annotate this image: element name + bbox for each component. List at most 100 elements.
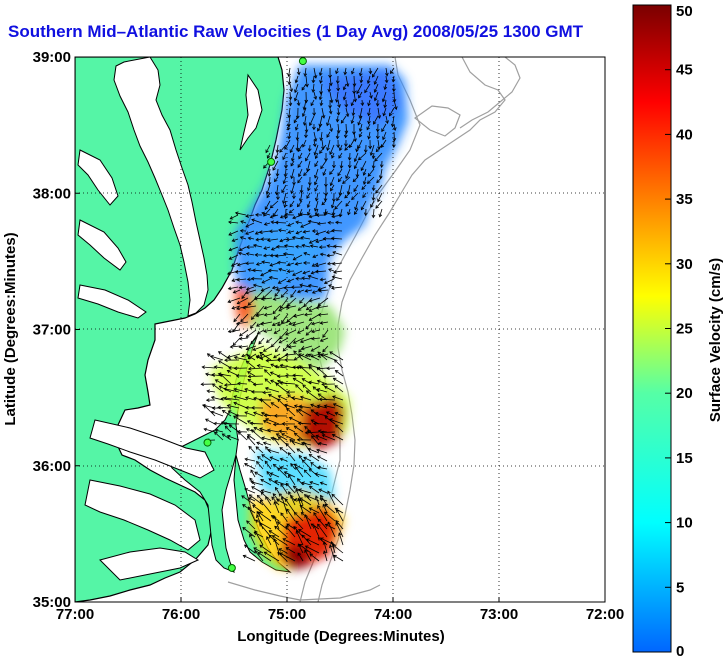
velocity-vector — [281, 496, 288, 514]
velocity-vector-head — [213, 365, 218, 370]
velocity-vector — [312, 75, 315, 83]
velocity-vector — [337, 131, 339, 139]
velocity-vector — [250, 337, 257, 345]
velocity-vector — [255, 313, 265, 317]
velocity-vector-head — [322, 541, 327, 545]
velocity-vector — [257, 329, 265, 335]
velocity-vector-head — [247, 378, 252, 383]
velocity-vector — [329, 123, 333, 132]
velocity-vector-head — [355, 174, 360, 178]
velocity-vector — [332, 396, 344, 401]
velocity-vector-head — [260, 398, 264, 403]
velocity-vector — [377, 99, 379, 107]
velocity-vector-head — [269, 263, 274, 267]
velocity-vector — [247, 371, 256, 377]
velocity-vector — [300, 237, 311, 240]
velocity-vector — [234, 388, 248, 393]
velocity-vector-head — [318, 488, 323, 493]
velocity-vector-head — [301, 276, 305, 281]
velocity-vector — [237, 262, 247, 266]
velocity-vector — [279, 337, 289, 344]
velocity-vector — [302, 139, 307, 148]
velocity-vector-head — [298, 408, 302, 412]
velocity-vector-head — [311, 229, 316, 233]
velocity-vector — [257, 365, 272, 369]
velocity-vector-head — [301, 378, 306, 382]
velocity-vector — [309, 507, 320, 514]
velocity-vector — [377, 107, 380, 119]
velocity-vector-head — [220, 420, 225, 425]
velocity-vector — [274, 525, 288, 538]
velocity-vector-head — [324, 211, 329, 215]
velocity-vector — [264, 369, 272, 377]
velocity-vector-head — [249, 477, 253, 482]
velocity-vector-head — [279, 238, 284, 243]
velocity-vector — [354, 208, 359, 215]
velocity-vector-head — [330, 187, 334, 192]
colorbar-tick-label: 40 — [676, 126, 693, 143]
velocity-vector-head — [330, 540, 334, 545]
velocity-vector-head — [229, 344, 234, 349]
velocity-vector-head — [276, 374, 281, 379]
velocity-vector-head — [300, 236, 304, 240]
velocity-vector-head — [290, 162, 294, 167]
velocity-vector — [280, 483, 288, 494]
velocity-vector — [302, 459, 312, 470]
velocity-vector-head — [322, 503, 326, 508]
velocity-vector-head — [210, 395, 215, 400]
velocity-vector-head — [327, 490, 331, 495]
velocity-vector-head — [332, 164, 336, 169]
velocity-vector — [304, 469, 312, 478]
velocity-vector — [230, 214, 239, 220]
velocity-vector-head — [318, 96, 323, 101]
velocity-vector-head — [314, 495, 319, 500]
velocity-vector-head — [298, 488, 302, 492]
velocity-vector-head — [319, 321, 324, 325]
velocity-vector-head — [290, 175, 294, 180]
velocity-vector-head — [314, 411, 319, 416]
chart-title: Southern Mid–Atlantic Raw Velocities (1 … — [8, 22, 584, 41]
velocity-vector-head — [310, 270, 315, 275]
velocity-vector — [295, 489, 304, 506]
velocity-vector — [246, 360, 256, 369]
velocity-vector — [272, 321, 281, 326]
velocity-vector — [345, 168, 351, 179]
velocity-vector-head — [274, 348, 279, 353]
velocity-vector-head — [270, 402, 275, 406]
velocity-vector-head — [272, 422, 277, 427]
velocity-vector — [326, 115, 331, 126]
velocity-vector — [233, 395, 248, 401]
velocity-vector-head — [282, 538, 287, 542]
velocity-vector-head — [292, 272, 296, 276]
velocity-vector-head — [228, 424, 233, 428]
velocity-vector — [268, 394, 280, 401]
velocity-vector-head — [331, 228, 335, 233]
velocity-vector-head — [324, 416, 329, 420]
velocity-vector-head — [322, 374, 327, 379]
velocity-vector — [247, 379, 256, 385]
velocity-vector — [332, 251, 343, 256]
velocity-vector-head — [315, 239, 320, 244]
velocity-vector-head — [228, 366, 232, 370]
velocity-vector — [233, 415, 248, 425]
velocity-vector — [240, 313, 249, 322]
velocity-vector-head — [295, 220, 299, 225]
velocity-vector — [320, 83, 323, 94]
velocity-vector — [260, 321, 273, 325]
velocity-vector-head — [293, 314, 298, 318]
velocity-vector — [222, 433, 232, 441]
velocity-vector-head — [327, 220, 331, 225]
velocity-vector-head — [274, 480, 278, 484]
velocity-vector — [243, 305, 257, 309]
velocity-vector — [261, 489, 272, 494]
velocity-vector-head — [260, 479, 264, 483]
velocity-vector — [320, 337, 329, 342]
velocity-vector — [263, 254, 271, 257]
velocity-vector — [317, 455, 328, 462]
velocity-vector — [316, 367, 328, 377]
velocity-vector — [314, 200, 319, 212]
velocity-vector-head — [343, 134, 348, 139]
velocity-vector-head — [337, 178, 342, 183]
velocity-vector — [307, 200, 311, 208]
velocity-vector — [266, 184, 271, 195]
